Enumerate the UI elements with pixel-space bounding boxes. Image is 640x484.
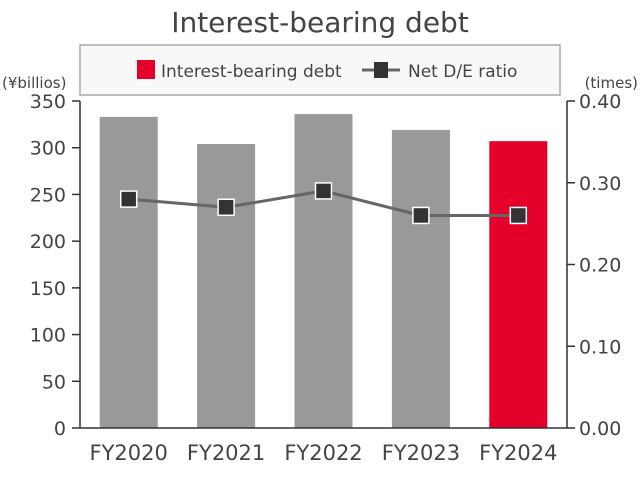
left-axis-label: (¥billios) — [2, 74, 66, 92]
left-tick-label: 300 — [30, 138, 66, 160]
x-tick-label: FY2023 — [382, 441, 460, 465]
x-tick-label: FY2022 — [284, 441, 362, 465]
bar-FY2022 — [294, 114, 353, 428]
right-tick-label: 0.40 — [579, 91, 621, 113]
left-tick-label: 350 — [30, 91, 66, 113]
point-FY2020 — [119, 190, 138, 208]
right-tick-label: 0.20 — [579, 255, 621, 277]
legend-label-bar: Interest-bearing debt — [161, 62, 342, 82]
bar-FY2020 — [99, 116, 158, 428]
bar-FY2024 — [489, 141, 548, 428]
left-tick-label: 50 — [42, 371, 66, 393]
x-tick-label: FY2024 — [479, 441, 557, 465]
legend-marker — [374, 62, 388, 78]
left-tick-label: 150 — [30, 278, 66, 300]
left-tick-label: 250 — [30, 184, 66, 206]
point-FY2021 — [217, 198, 235, 217]
right-axis-label: (times) — [585, 74, 638, 92]
chart-title: Interest-bearing debt — [171, 6, 469, 39]
bar-FY2021 — [197, 143, 256, 428]
right-tick-label: 0.30 — [579, 173, 621, 195]
left-tick-label: 0 — [54, 418, 66, 440]
bar-FY2023 — [391, 129, 450, 428]
point-FY2024 — [509, 206, 528, 225]
x-tick-label: FY2020 — [90, 441, 168, 465]
legend-swatch-bar — [137, 60, 155, 79]
legend-box — [79, 44, 561, 96]
right-tick-label: 0.10 — [579, 336, 621, 358]
left-tick-label: 100 — [30, 325, 66, 347]
x-tick-label: FY2021 — [187, 441, 265, 465]
left-tick-label: 200 — [30, 231, 66, 253]
legend-label-line: Net D/E ratio — [408, 62, 517, 82]
point-FY2023 — [412, 206, 430, 225]
right-tick-label: 0.00 — [579, 418, 621, 440]
point-FY2022 — [314, 182, 333, 200]
